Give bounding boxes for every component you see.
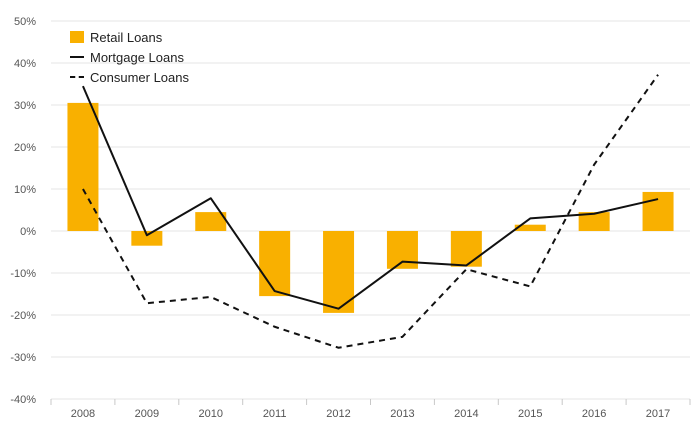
bar-retail bbox=[578, 212, 610, 231]
x-tick-label: 2015 bbox=[518, 408, 542, 420]
x-tick-label: 2016 bbox=[582, 408, 606, 420]
line-consumer bbox=[82, 74, 659, 349]
y-tick-label: 50% bbox=[14, 16, 36, 28]
x-tick-label: 2014 bbox=[454, 408, 478, 420]
line-mortgage bbox=[82, 85, 659, 310]
legend-label-consumer: Consumer Loans bbox=[90, 69, 189, 85]
bar-retail bbox=[323, 231, 355, 313]
x-tick-label: 2011 bbox=[263, 408, 287, 420]
y-tick-label: 0% bbox=[20, 226, 36, 238]
legend-swatch-mortgage bbox=[70, 56, 84, 58]
bar-retail bbox=[195, 212, 227, 231]
bar-retail bbox=[67, 102, 99, 232]
x-tick-label: 2012 bbox=[326, 408, 350, 420]
y-tick-label: 20% bbox=[14, 142, 36, 154]
bar-retail bbox=[259, 231, 291, 297]
legend-item-consumer: Consumer Loans bbox=[70, 67, 189, 87]
legend-label-mortgage: Mortgage Loans bbox=[90, 49, 184, 65]
y-tick-label: 30% bbox=[14, 100, 36, 112]
legend-item-mortgage: Mortgage Loans bbox=[70, 47, 189, 67]
legend-label-retail: Retail Loans bbox=[90, 29, 163, 45]
x-tick-label: 2013 bbox=[390, 408, 414, 420]
y-tick-label: -10% bbox=[10, 268, 36, 280]
y-tick-label: 40% bbox=[14, 58, 36, 70]
x-tick-label: 2017 bbox=[646, 408, 670, 420]
y-tick-label: -40% bbox=[10, 394, 36, 406]
bar-retail bbox=[450, 231, 482, 267]
x-tick-label: 2010 bbox=[199, 408, 223, 420]
y-tick-label: 10% bbox=[14, 184, 36, 196]
y-tick-label: -30% bbox=[10, 352, 36, 364]
legend-item-retail: Retail Loans bbox=[70, 27, 189, 47]
legend-swatch-retail bbox=[70, 31, 84, 43]
legend: Retail Loans Mortgage Loans Consumer Loa… bbox=[70, 27, 189, 87]
bar-retail bbox=[514, 224, 546, 231]
x-tick-label: 2009 bbox=[135, 408, 159, 420]
x-tick-label: 2008 bbox=[71, 408, 95, 420]
bar-retail bbox=[642, 191, 674, 231]
y-tick-label: -20% bbox=[10, 310, 36, 322]
legend-swatch-consumer bbox=[70, 76, 84, 78]
bar-retail bbox=[131, 231, 163, 246]
